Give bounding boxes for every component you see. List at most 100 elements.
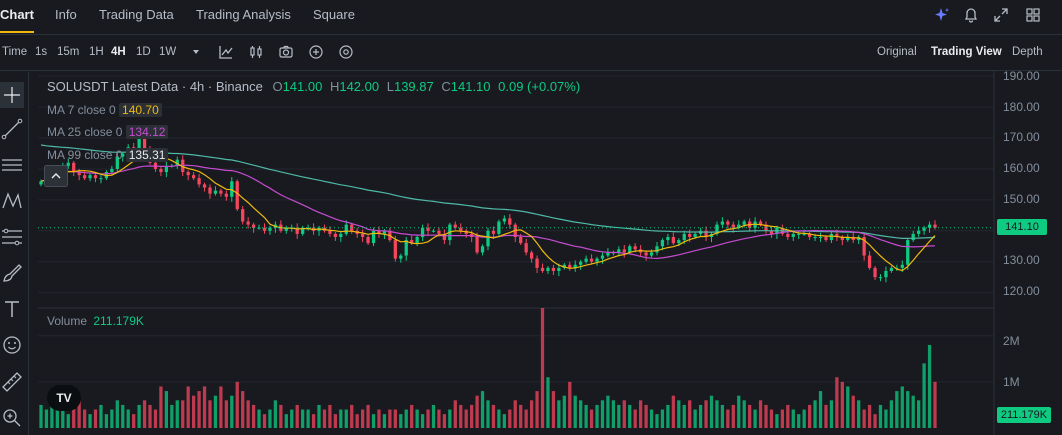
volume-bar	[66, 414, 70, 428]
ma7-label: MA 7 close 0	[47, 103, 116, 117]
volume-bar	[829, 400, 834, 428]
volume-bar	[802, 409, 806, 428]
volume-bar	[797, 414, 801, 428]
interval-15m[interactable]: 15m	[57, 46, 80, 58]
interval-1s[interactable]: 1s	[35, 46, 48, 58]
candle-body	[895, 267, 899, 269]
volume-bar	[666, 404, 670, 428]
volume-bar	[306, 409, 310, 428]
emoji-icon[interactable]	[0, 332, 24, 358]
volume-bar	[878, 404, 883, 428]
symbol-title: SOLUSDT Latest Data · 4h · Binance	[47, 79, 263, 94]
volume-bar	[377, 409, 381, 428]
candle-body	[191, 175, 196, 179]
candle-body	[115, 156, 119, 169]
trend-line-icon[interactable]	[0, 116, 24, 142]
volume-bar	[486, 400, 490, 428]
sparkle-icon[interactable]	[933, 6, 951, 24]
volume-bar	[175, 400, 179, 428]
volume-bar	[551, 391, 556, 428]
volume-bar	[317, 404, 321, 428]
volume-bar	[873, 414, 877, 428]
tab-trading-data[interactable]: Trading Data	[99, 7, 174, 22]
candle-body	[851, 236, 855, 241]
volume-bar	[426, 409, 430, 428]
volume-bar	[807, 404, 812, 428]
volume-bar	[535, 391, 539, 428]
caret-down-icon[interactable]	[187, 43, 205, 61]
ma99-legend: MA 99 close 0 135.31	[47, 148, 169, 162]
view-trading-view[interactable]: Trading View	[931, 46, 1002, 58]
interval-1h[interactable]: 1H	[89, 46, 104, 58]
volume-bar	[437, 409, 441, 428]
volume-bar	[442, 414, 447, 428]
volume-bar	[371, 414, 376, 428]
last-volume-tag: 211.179K	[997, 407, 1051, 423]
expand-icon[interactable]	[992, 6, 1010, 24]
candle-body	[802, 233, 806, 235]
candle-body	[726, 221, 730, 225]
candle-body	[824, 236, 828, 241]
volume-bar	[731, 404, 735, 428]
volume-bar	[867, 404, 872, 428]
bell-icon[interactable]	[962, 6, 980, 24]
candle-body	[873, 267, 877, 278]
volume-bar	[181, 400, 185, 428]
interval-4h[interactable]: 4H	[111, 46, 126, 58]
camera-icon[interactable]	[277, 43, 295, 61]
volume-bar	[682, 404, 686, 428]
volume-bar	[513, 400, 517, 428]
candle-body	[262, 227, 267, 231]
tab-square[interactable]: Square	[313, 7, 355, 22]
tab-info[interactable]: Info	[55, 7, 77, 22]
candle-body	[197, 178, 201, 185]
volume-bar	[900, 386, 904, 428]
fib-retracement-icon[interactable]	[0, 224, 24, 250]
pattern-icon[interactable]	[0, 188, 24, 214]
volume-bar	[818, 391, 823, 428]
volume-bar	[115, 400, 119, 428]
candle-body	[350, 224, 354, 231]
candle-body	[344, 224, 348, 234]
volume-bar	[350, 404, 354, 428]
crosshair-icon[interactable]	[0, 82, 24, 108]
grid-icon[interactable]	[1024, 6, 1042, 24]
interval-1d[interactable]: 1D	[136, 46, 151, 58]
candle-body	[786, 233, 790, 237]
horizontal-lines-icon[interactable]	[0, 152, 24, 178]
view-depth[interactable]: Depth	[1012, 46, 1043, 58]
indicator-icon[interactable]	[217, 43, 235, 61]
candle-body	[704, 230, 708, 237]
volume-bar	[202, 386, 207, 428]
brush-icon[interactable]	[0, 260, 24, 286]
candle-type-icon[interactable]	[247, 43, 265, 61]
volume-bar	[649, 409, 654, 428]
candle-body	[557, 267, 561, 271]
candle-body	[284, 227, 288, 231]
tab-trading-analysis[interactable]: Trading Analysis	[196, 7, 291, 22]
price-tick: 180.00	[1003, 100, 1040, 114]
ruler-icon[interactable]	[0, 368, 24, 394]
candle-body	[82, 175, 87, 179]
candle-body	[840, 236, 844, 241]
ma7-legend: MA 7 close 0 140.70	[47, 103, 162, 117]
ohlc-legend: SOLUSDT Latest Data · 4h · Binance O141.…	[47, 79, 580, 94]
zoom-icon[interactable]	[0, 404, 24, 430]
candle-body	[491, 230, 496, 234]
candle-body	[671, 236, 675, 244]
interval-1w[interactable]: 1W	[159, 46, 177, 58]
last-price-tag: 141.10	[997, 219, 1047, 235]
collapse-legend-icon[interactable]	[44, 165, 68, 187]
view-original[interactable]: Original	[877, 46, 917, 58]
add-icon[interactable]	[307, 43, 325, 61]
volume-bar	[884, 409, 888, 428]
text-tool-icon[interactable]	[0, 296, 24, 322]
tab-chart[interactable]: Chart	[0, 7, 34, 22]
candle-body	[339, 233, 343, 237]
settings-icon[interactable]	[337, 43, 355, 61]
volume-bar	[224, 400, 228, 428]
candle-body	[333, 233, 338, 237]
volume-bar	[77, 400, 81, 428]
price-tick: 160.00	[1003, 161, 1040, 175]
